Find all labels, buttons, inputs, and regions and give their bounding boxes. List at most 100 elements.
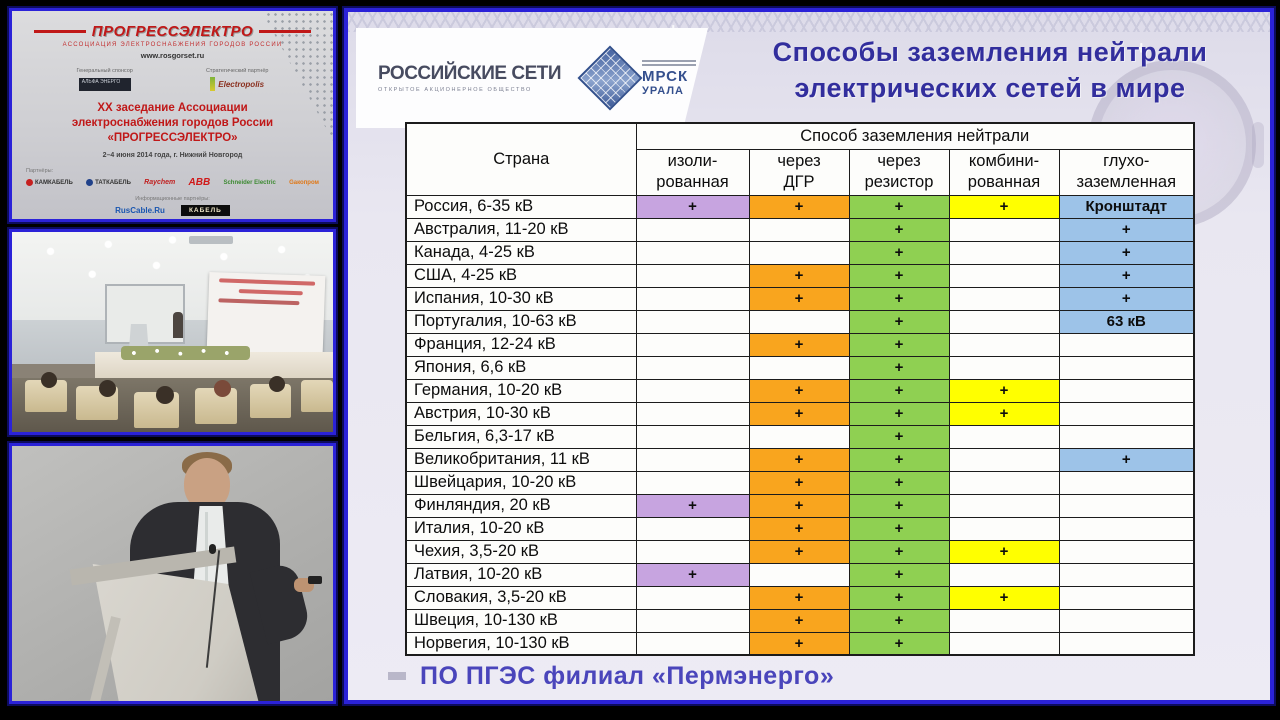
method-cell: + [635,493,750,518]
table-row: Португалия, 10-63 кВ +63 кВ [405,309,1195,334]
method-cell [1058,424,1195,449]
method-cell: + [748,263,850,288]
country-cell: Швеция, 10-130 кВ [405,608,637,633]
method-cell: + [848,217,950,242]
method-cell [635,355,750,380]
method-cell: + [1058,217,1195,242]
country-cell: Финляндия, 20 кВ [405,493,637,518]
column-header: комбини- рованная [948,148,1060,196]
method-cell [1058,470,1195,495]
sparkle-decoration: + [1136,38,1147,58]
org-logo-box: РОССИЙСКИЕ СЕТИ ОТКРЫТОЕ АКЦИОНЕРНОЕ ОБЩ… [356,28,708,128]
method-cell [948,493,1060,518]
method-cell [948,424,1060,449]
event-title-line2: электроснабжения городов России «ПРОГРЕС… [71,117,274,144]
flower-arrangement [121,346,250,360]
method-cell [635,263,750,288]
country-cell: Чехия, 3,5-20 кВ [405,539,637,564]
method-cell: + [748,516,850,541]
red-rule-right [259,30,312,33]
chair [300,380,333,412]
method-cell: + [848,470,950,495]
method-cell [948,516,1060,541]
speaker-video [9,443,336,704]
partner-logo-other: Gакопром [289,179,319,186]
grounding-table-body: Россия, 6-35 кВ + + + + Кронштадт Австралия, 1… [405,194,1195,656]
method-cell: + [848,194,950,219]
microphone-icon [209,544,216,554]
table-row: США, 4-25 кВ + + + [405,263,1195,288]
method-cell [948,240,1060,265]
method-cell [1058,401,1195,426]
event-slide-panel: ПРОГРЕССЭЛЕКТРО АССОЦИАЦИЯ ЭЛЕКТРОСНАБЖЕ… [9,8,336,222]
method-cell: + [848,332,950,357]
country-cell: Италия, 10-20 кВ [405,516,637,541]
country-cell: Словакия, 3,5-20 кВ [405,585,637,610]
method-cell: + [748,286,850,311]
strategic-partner: Стратегический партнёр Electropolis [206,68,268,91]
table-row: Словакия, 3,5-20 кВ + + + [405,585,1195,610]
table-row: Чехия, 3,5-20 кВ + + + [405,539,1195,564]
table-row: Швейцария, 10-20 кВ + + [405,470,1195,495]
method-cell [948,263,1060,288]
method-cell: + [748,401,850,426]
method-cell: + [948,194,1060,219]
event-banner [206,272,325,356]
table-row: Финляндия, 20 кВ + + + [405,493,1195,518]
method-cell: + [748,585,850,610]
method-cell: + [848,562,950,587]
country-cell: Австралия, 11-20 кВ [405,217,637,242]
method-cell: + [948,585,1060,610]
country-cell: Бельгия, 6,3-17 кВ [405,424,637,449]
table-row: Великобритания, 11 кВ + + + [405,447,1195,472]
country-cell: Латвия, 10-20 кВ [405,562,637,587]
partner-logo-abb: ABB [188,177,211,188]
table-row: Швеция, 10-130 кВ + + [405,608,1195,633]
partner-logo-raychem: Raychem [144,179,176,186]
method-cell [948,309,1060,334]
column-header-row: изоли- рованная через ДГР через резистор ко… [406,148,1195,196]
method-cell [948,562,1060,587]
speaker-lanyard [205,512,208,586]
info-partners-label: Информационные партнёры: [135,196,210,202]
method-cell: + [848,263,950,288]
method-cell [948,332,1060,357]
table-row: Латвия, 10-20 кВ + + [405,562,1195,587]
sponsor-logo: АЛЬФА ЭНЕРГО [78,78,131,91]
attendee-head [98,380,116,397]
table-row: Бельгия, 6,3-17 кВ + [405,424,1195,449]
speaker-head [184,458,230,510]
method-cell: + [748,631,850,656]
progresselektro-logo: ПРОГРЕССЭЛЕКТРО [91,23,254,40]
country-cell: Великобритания, 11 кВ [405,447,637,472]
method-cell [635,286,750,311]
method-cell [948,447,1060,472]
method-cell [748,240,850,265]
column-header: через резистор [848,148,950,196]
method-cell [635,424,750,449]
country-cell: Германия, 10-20 кВ [405,378,637,403]
method-cell [748,355,850,380]
country-cell: Швейцария, 10-20 кВ [405,470,637,495]
method-cell: + [948,378,1060,403]
partner-logo-tatkabel: ТАТКАБЕЛЬ [86,179,131,186]
method-cell: + [1058,263,1195,288]
method-cell: + [1058,240,1195,265]
method-cell: + [848,516,950,541]
method-cell: + [848,424,950,449]
hall-speaker [172,312,183,338]
method-cell [635,378,750,403]
grounding-methods-table: Страна Способ заземления нейтрали изоли-… [405,122,1195,656]
table-row: Германия, 10-20 кВ + + + [405,378,1195,403]
method-cell: + [748,447,850,472]
presentation-slide: videolections.ru +79033938391 + + РОССИЙ… [344,8,1274,704]
attendee-head [156,386,175,404]
footer-decoration [388,672,406,680]
method-cell: + [848,286,950,311]
method-cell: + [635,562,750,587]
method-cell: + [748,608,850,633]
method-cell: + [848,493,950,518]
method-cell [1058,585,1195,610]
table-row: Австрия, 10-30 кВ + + + [405,401,1195,426]
